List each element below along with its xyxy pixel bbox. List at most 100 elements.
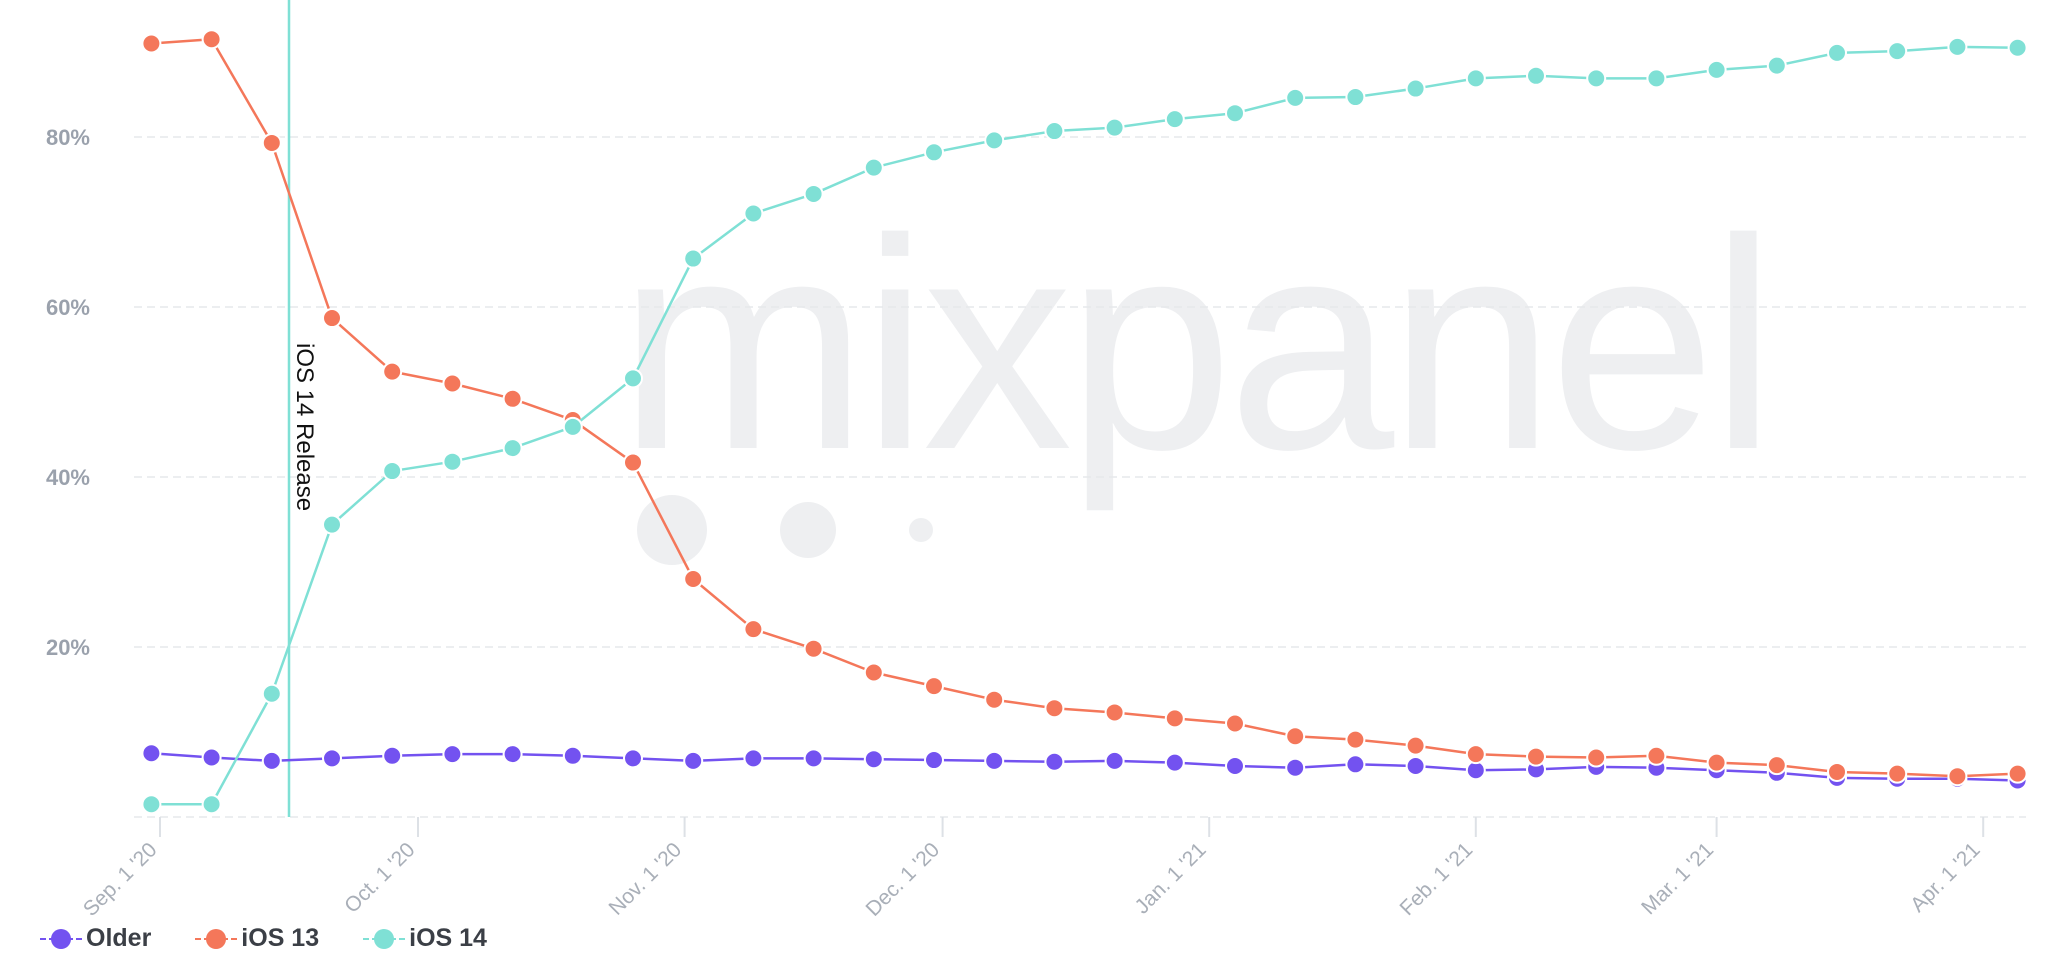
data-point	[261, 750, 282, 771]
data-point	[322, 308, 342, 329]
data-point	[1646, 745, 1667, 766]
data-point	[502, 438, 523, 459]
data-point	[1766, 55, 1787, 76]
data-point	[1345, 729, 1366, 750]
data-point	[1405, 735, 1426, 756]
data-point	[1526, 65, 1546, 86]
data-point	[1827, 42, 1847, 63]
data-point	[1766, 755, 1787, 776]
x-tick-label: Apr. 1 '21	[1906, 838, 1985, 917]
data-point	[1646, 68, 1667, 89]
data-point	[562, 416, 583, 437]
data-point	[1947, 766, 1968, 787]
watermark-dot-small	[909, 518, 933, 542]
data-point	[1044, 751, 1065, 772]
data-point	[1887, 763, 1908, 784]
legend-dot	[206, 928, 227, 949]
data-point	[1044, 698, 1065, 719]
legend-label-older: Older	[86, 924, 152, 952]
data-point	[1706, 752, 1727, 773]
series-older	[141, 743, 2028, 791]
legend-label-ios14: iOS 14	[409, 924, 487, 952]
data-point	[1285, 757, 1306, 778]
data-point	[1887, 41, 1908, 62]
data-point	[1225, 103, 1245, 124]
legend-item-older[interactable]: Older	[40, 924, 151, 953]
x-tick-label: Sep. 1 '20	[79, 838, 162, 921]
data-point	[1285, 726, 1306, 747]
data-point	[1104, 117, 1125, 138]
data-point	[1164, 708, 1185, 729]
legend: Older iOS 13 iOS 14	[40, 924, 487, 953]
x-axis: Sep. 1 '20 Oct. 1 '20 Nov. 1 '20 Dec. 1 '20…	[79, 816, 2026, 921]
data-point	[863, 749, 884, 770]
data-point	[683, 750, 704, 771]
data-point	[562, 745, 583, 766]
x-tick-label: Jan. 1 '21	[1131, 838, 1211, 918]
data-point	[1405, 756, 1426, 776]
data-point	[261, 132, 282, 153]
data-point	[2007, 37, 2028, 58]
annotation-label: iOS 14 Release	[291, 343, 318, 511]
legend-dot	[374, 928, 395, 949]
release-annotation: iOS 14 Release	[287, 0, 318, 817]
data-point	[1225, 713, 1245, 734]
data-point	[1104, 702, 1125, 723]
y-tick-label: 60%	[46, 295, 90, 320]
watermark-dot-medium	[780, 502, 836, 558]
data-point	[984, 689, 1005, 710]
legend-item-ios13[interactable]: iOS 13	[195, 924, 319, 953]
data-point	[1225, 756, 1245, 776]
data-point	[201, 794, 222, 815]
data-point	[623, 368, 643, 389]
data-point	[141, 743, 162, 764]
data-point	[1285, 87, 1306, 108]
data-point	[863, 157, 884, 178]
data-point	[683, 569, 704, 589]
series-ios-14	[141, 36, 2028, 815]
data-point	[502, 388, 523, 409]
data-point	[743, 203, 764, 224]
data-point	[984, 750, 1005, 771]
data-point	[382, 745, 403, 766]
data-point	[1164, 752, 1185, 773]
y-gridlines	[134, 136, 2026, 648]
data-point	[1405, 78, 1426, 99]
watermark-text: mixpanel	[618, 176, 1771, 514]
data-point	[502, 744, 523, 765]
data-point	[1827, 761, 1847, 782]
y-axis-ticks: 20% 40% 60% 80%	[46, 125, 90, 660]
legend-item-ios14[interactable]: iOS 14	[363, 924, 487, 953]
y-tick-label: 80%	[46, 125, 90, 150]
legend-swatch-ios13	[195, 926, 238, 952]
data-point	[442, 744, 463, 765]
legend-swatch-older	[40, 926, 82, 952]
data-point	[201, 747, 222, 768]
data-point	[623, 748, 643, 769]
data-point	[322, 748, 342, 769]
data-point	[1586, 68, 1607, 89]
data-point	[863, 662, 884, 683]
data-point	[924, 142, 944, 163]
data-point	[803, 638, 824, 659]
legend-dot	[51, 928, 71, 949]
legend-label-ios13: iOS 13	[241, 924, 320, 952]
series-line	[151, 38, 2018, 778]
data-point	[1526, 746, 1546, 767]
data-point	[924, 676, 944, 697]
watermark-dots	[637, 495, 933, 565]
x-tick-label: Mar. 1 '21	[1637, 838, 1718, 919]
data-point	[803, 748, 824, 769]
x-tick-label: Dec. 1 '20	[861, 838, 944, 921]
data-point	[984, 130, 1005, 151]
watermark-dot-large	[637, 495, 707, 565]
data-point	[261, 683, 282, 704]
data-point	[382, 461, 403, 482]
legend-swatch-ios14	[363, 926, 406, 952]
data-point	[1345, 754, 1366, 775]
data-point	[683, 248, 704, 269]
y-tick-label: 40%	[46, 465, 90, 490]
data-point	[743, 748, 764, 769]
data-point	[442, 451, 463, 472]
